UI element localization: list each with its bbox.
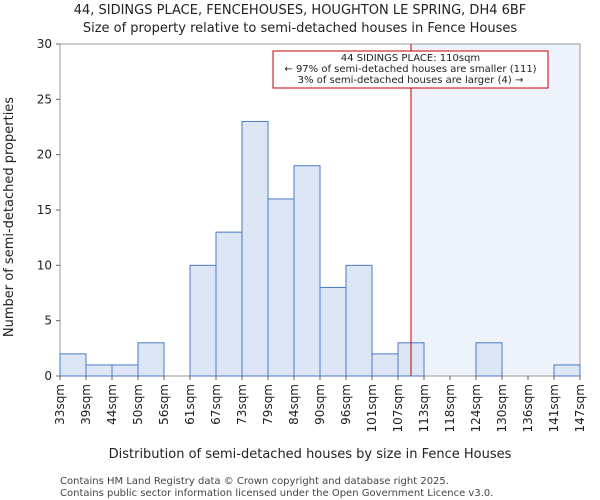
x-tick-label: 73sqm <box>235 384 249 425</box>
x-tick-label: 50sqm <box>131 384 145 425</box>
bar-96sqm <box>345 264 373 377</box>
x-tick-label: 124sqm <box>469 384 483 432</box>
annotation-line2: ← 97% of semi-detached houses are smalle… <box>284 64 536 75</box>
x-tick-label: 141sqm <box>547 384 561 432</box>
larger-region-shade <box>411 44 580 376</box>
x-tick-label: 147sqm <box>573 384 587 432</box>
bar-84sqm <box>293 165 321 377</box>
annotation-box <box>272 50 549 89</box>
x-tick-label: 67sqm <box>209 384 223 425</box>
bar-90sqm <box>319 286 347 377</box>
x-tick-label: 39sqm <box>79 384 93 425</box>
bar-44sqm <box>111 364 139 377</box>
y-tick-label: 30 <box>37 37 52 51</box>
bar-67sqm <box>215 231 243 377</box>
bar-141sqm <box>553 364 581 377</box>
footer-line1: Contains HM Land Registry data © Crown c… <box>60 476 449 487</box>
chart-title-line2: Size of property relative to semi-detach… <box>83 21 518 36</box>
bar-79sqm <box>267 198 295 377</box>
bar-33sqm <box>59 353 87 377</box>
y-tick-label: 25 <box>37 92 52 106</box>
y-tick-label: 20 <box>37 148 52 162</box>
x-tick-label: 90sqm <box>313 384 327 425</box>
x-tick-label: 118sqm <box>443 384 457 432</box>
y-axis-label: Number of semi-detached properties <box>2 97 17 337</box>
x-tick-label: 130sqm <box>495 384 509 432</box>
x-axis-label: Distribution of semi-detached houses by … <box>109 447 512 462</box>
y-tick-label: 0 <box>44 369 52 383</box>
bar-61sqm <box>189 264 217 377</box>
x-tick-label: 107sqm <box>391 384 405 432</box>
plot-area: 0 5 10 15 20 25 30 33sqm 39sqm 44sqm 50sqm 56sqm 61s… <box>37 37 587 432</box>
bar-39sqm <box>85 364 113 377</box>
x-tick-label: 101sqm <box>365 384 379 432</box>
x-tick-label: 136sqm <box>521 384 535 432</box>
chart-title-line1: 44, SIDINGS PLACE, FENCEHOUSES, HOUGHTON… <box>74 3 527 18</box>
x-tick-label: 33sqm <box>53 384 67 425</box>
y-tick-label: 15 <box>37 203 52 217</box>
bar-50sqm <box>137 342 165 377</box>
x-tick-label: 79sqm <box>261 384 275 425</box>
y-tick-label: 5 <box>44 314 52 328</box>
y-tick-label: 10 <box>37 258 52 272</box>
x-tick-label: 61sqm <box>183 384 197 425</box>
x-tick-label: 44sqm <box>105 384 119 425</box>
bar-101sqm <box>371 353 399 377</box>
bar-73sqm <box>241 120 269 377</box>
x-tick-label: 96sqm <box>339 384 353 425</box>
x-tick-label: 84sqm <box>287 384 301 425</box>
footer-line2: Contains public sector information licen… <box>60 488 493 499</box>
annotation-line1: 44 SIDINGS PLACE: 110sqm <box>341 53 480 64</box>
bar-124sqm <box>475 342 503 377</box>
x-tick-label: 56sqm <box>157 384 171 425</box>
x-tick-label: 113sqm <box>417 384 431 432</box>
annotation-line3: 3% of semi-detached houses are larger (4… <box>298 75 524 86</box>
